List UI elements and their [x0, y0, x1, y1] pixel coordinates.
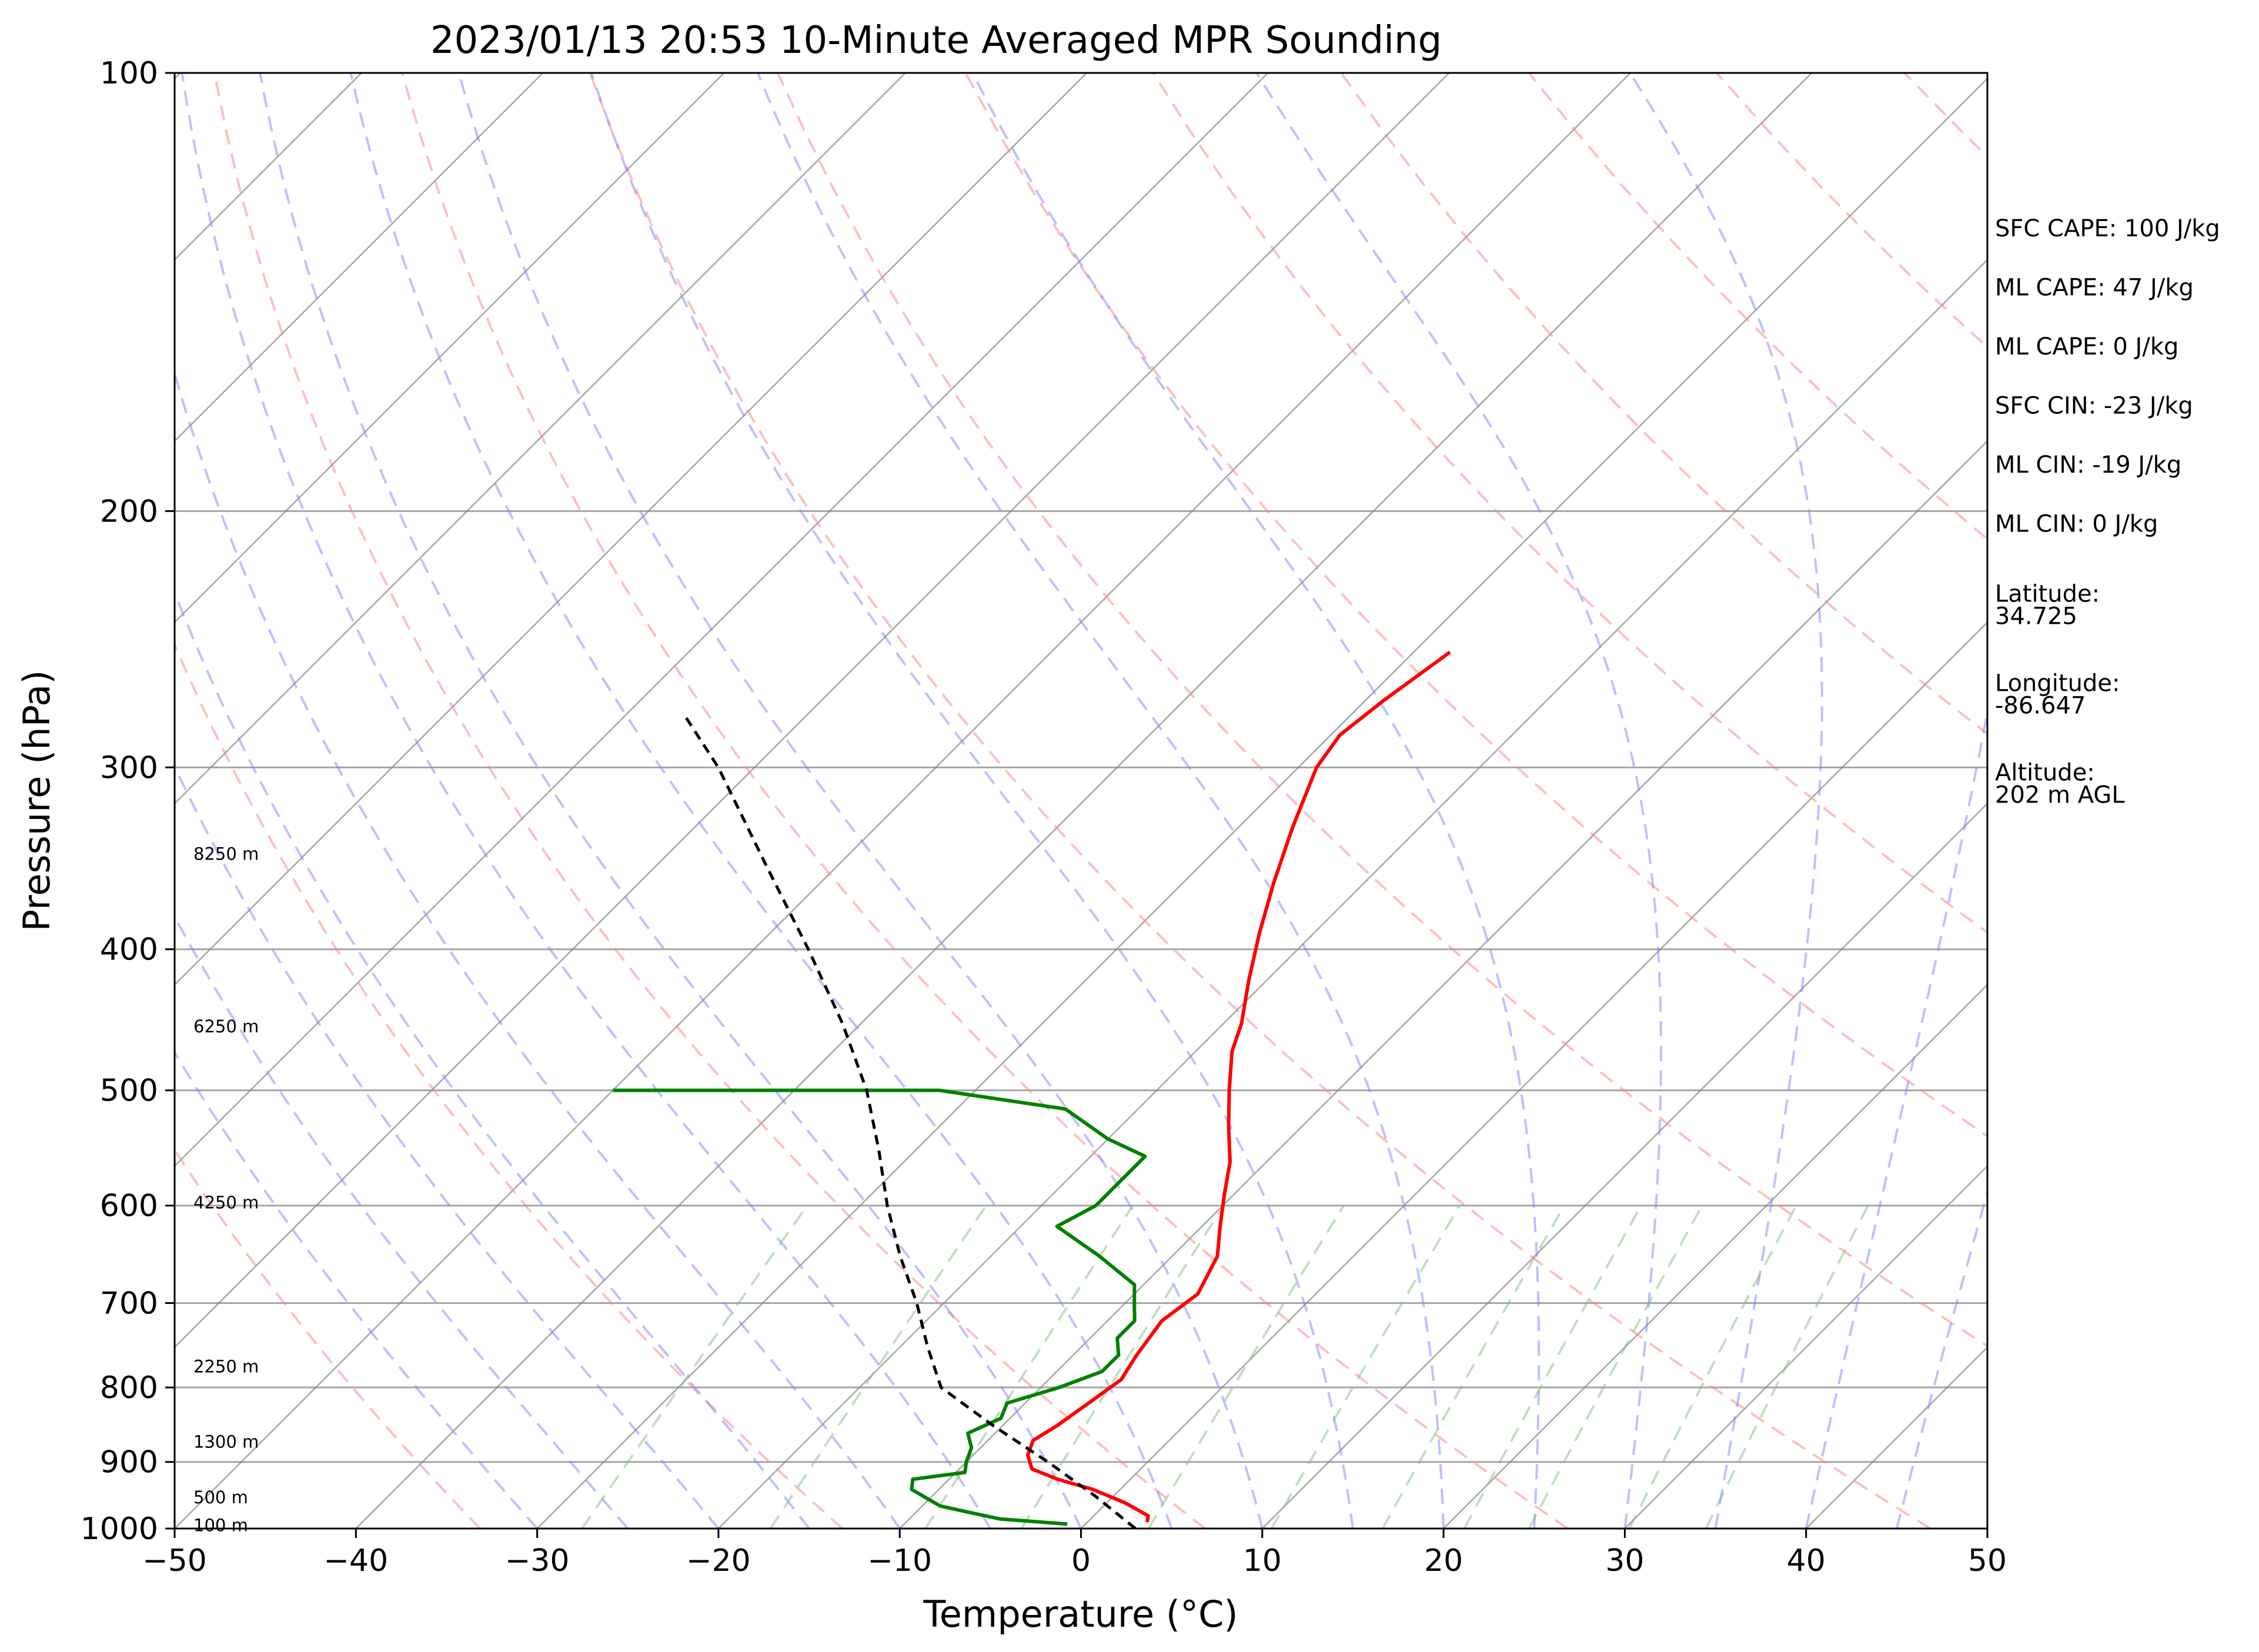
height-label: 4250 m: [193, 1192, 259, 1212]
dry-adiabat-line: [589, 73, 1931, 1529]
x-tick-label: 40: [1787, 1543, 1826, 1579]
isotherm-line: [718, 259, 1987, 1529]
x-tick-label: 20: [1424, 1543, 1463, 1579]
isotherm-line: [175, 73, 1269, 1168]
sounding-info-text: Altitude: 202 m AGL: [1995, 760, 2125, 809]
moist-adiabat-line: [1895, 1188, 1987, 1529]
x-tick-label: 0: [1071, 1543, 1091, 1579]
dry-adiabat-line: [964, 73, 1987, 1138]
isotherm-line: [175, 73, 544, 442]
sounding-info-text: ML CAPE: 0 J/kg: [1995, 333, 2178, 360]
y-tick-label: 100: [100, 56, 158, 91]
parcel-profile: [681, 711, 1137, 1529]
y-tick-label: 600: [100, 1189, 158, 1224]
sounding-info-text: ML CAPE: 47 J/kg: [1995, 275, 2194, 302]
moist-adiabat-line: [590, 73, 1354, 1529]
height-label: 1300 m: [193, 1432, 259, 1452]
x-tick-label: −10: [867, 1543, 932, 1579]
height-label: 500 m: [193, 1487, 248, 1507]
chart-title: 2023/01/13 20:53 10-Minute Averaged MPR …: [430, 19, 1442, 62]
x-tick-label: 10: [1243, 1543, 1282, 1579]
isotherm-line: [1443, 984, 1987, 1529]
isotherm-line: [175, 73, 725, 624]
dry-adiabat-line: [175, 641, 844, 1529]
moist-adiabat-line: [1629, 73, 1823, 1529]
isotherm-line: [175, 73, 1450, 1349]
height-label: 100 m: [193, 1516, 248, 1536]
x-tick-label: −20: [686, 1543, 751, 1579]
height-label: 6250 m: [193, 1016, 259, 1036]
moist-adiabat-line: [349, 73, 1173, 1529]
dry-adiabat-line: [776, 73, 1987, 1347]
moist-adiabat-line: [757, 73, 1445, 1529]
y-tick-label: 1000: [81, 1511, 158, 1547]
moist-adiabat-line: [971, 73, 1540, 1529]
moist-adiabat-line: [457, 73, 1264, 1529]
isotherm-line: [355, 73, 1813, 1529]
axes: −50 −40 −30 −20 −10 0 10 20 30 40 50 100 200 300 400 50…: [81, 56, 2007, 1579]
y-tick-label: 800: [100, 1370, 158, 1406]
dry-adiabat-line: [1340, 73, 1987, 735]
moist-adiabat-line: [175, 369, 901, 1529]
moist-adiabat-line: [175, 589, 810, 1529]
moist-adiabat-line: [175, 1050, 539, 1529]
moist-adiabat-line: [1255, 73, 1662, 1529]
mixing-ratio-line: [769, 1205, 987, 1529]
sounding-info-text: ML CIN: -19 J/kg: [1995, 452, 2181, 479]
isotherm-line: [1261, 802, 1987, 1529]
moist-adiabat-line: [175, 914, 629, 1529]
y-tick-label: 200: [100, 494, 158, 529]
x-axis-label: Temperature (°C): [923, 1593, 1238, 1636]
x-tick-label: −40: [323, 1543, 388, 1579]
mixing-ratio-line: [1705, 1205, 1869, 1529]
sounding-info: SFC CAPE: 100 J/kg ML CAPE: 47 J/kg ML CAP…: [1995, 215, 2220, 809]
height-label: 2250 m: [193, 1357, 259, 1377]
dry-adiabat-line: [400, 73, 1569, 1529]
mixing-ratio-line: [1270, 1205, 1461, 1529]
x-tick-label: 50: [1968, 1543, 2007, 1579]
sounding-info-text: Latitude: 34.725: [1995, 581, 2100, 630]
isotherm-line: [175, 73, 906, 805]
y-tick-label: 500: [100, 1074, 158, 1109]
gridlines: [175, 73, 1987, 1529]
mixing-ratio-line: [1020, 1205, 1225, 1529]
moist-adiabat-line: [175, 764, 720, 1529]
sounding-info-text: SFC CIN: -23 J/kg: [1995, 393, 2193, 420]
moist-adiabat-line: [259, 73, 1082, 1529]
dewpoint-profile: [613, 1088, 1147, 1526]
y-tick-label: 900: [100, 1445, 158, 1480]
isotherm-line: [175, 73, 1087, 986]
moist-adiabat-line: [1804, 705, 1987, 1529]
mixing-ratio-line: [581, 1205, 808, 1529]
y-axis-label: Pressure (hPa): [15, 670, 58, 932]
temperature-profile: [1026, 650, 1451, 1523]
isotherm-line: [1624, 1165, 1987, 1529]
mixing-ratio-line: [1463, 1205, 1642, 1529]
data-series: [613, 650, 1451, 1529]
mixing-ratio-line: [1381, 1205, 1566, 1529]
y-tick-label: 400: [100, 932, 158, 968]
sounding-info-text: ML CIN: 0 J/kg: [1995, 511, 2158, 538]
mixing-ratio-line: [1628, 1205, 1797, 1529]
isotherm-line: [1080, 621, 1987, 1529]
mixing-ratio-line: [924, 1205, 1134, 1529]
isotherm-line: [175, 73, 1631, 1529]
mixing-ratio-line: [1528, 1205, 1703, 1529]
sounding-info-text: SFC CAPE: 100 J/kg: [1995, 215, 2220, 242]
dry-adiabat-line: [1152, 73, 1987, 934]
x-tick-label: −30: [505, 1543, 570, 1579]
height-label: 8250 m: [193, 844, 259, 864]
moist-adiabat-line: [181, 73, 992, 1529]
isotherm-line: [899, 440, 1987, 1529]
x-tick-label: 30: [1605, 1543, 1644, 1579]
x-tick-label: −50: [142, 1543, 207, 1579]
mixing-ratio-line: [1147, 1205, 1345, 1529]
y-tick-label: 700: [100, 1286, 158, 1321]
y-tick-label: 300: [100, 750, 158, 785]
isotherm-line: [536, 77, 1987, 1529]
sounding-info-text: Longitude: -86.647: [1995, 670, 2120, 720]
height-labels: 8250 m 6250 m 4250 m 2250 m 1300 m 500 m 100 m: [193, 844, 259, 1536]
